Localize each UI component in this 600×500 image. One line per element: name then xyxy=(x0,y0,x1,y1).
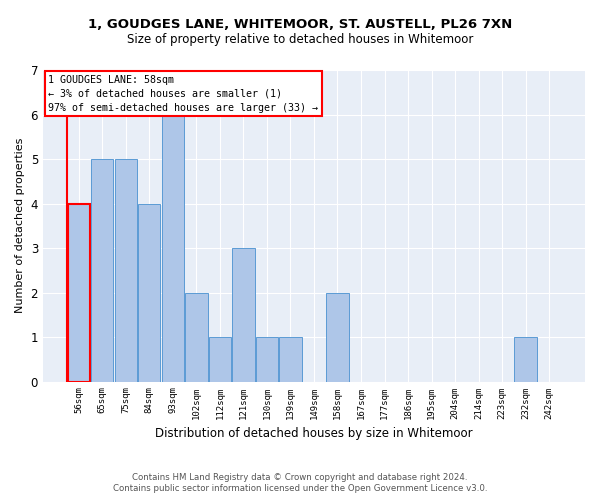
Bar xyxy=(279,337,302,382)
Bar xyxy=(115,159,137,382)
Bar xyxy=(326,292,349,382)
Text: 1 GOUDGES LANE: 58sqm
← 3% of detached houses are smaller (1)
97% of semi-detach: 1 GOUDGES LANE: 58sqm ← 3% of detached h… xyxy=(49,74,319,112)
Bar xyxy=(138,204,160,382)
Bar xyxy=(185,292,208,382)
Text: Contains public sector information licensed under the Open Government Licence v3: Contains public sector information licen… xyxy=(113,484,487,493)
Bar xyxy=(514,337,537,382)
X-axis label: Distribution of detached houses by size in Whitemoor: Distribution of detached houses by size … xyxy=(155,427,473,440)
Bar xyxy=(91,159,113,382)
Text: Contains HM Land Registry data © Crown copyright and database right 2024.: Contains HM Land Registry data © Crown c… xyxy=(132,472,468,482)
Bar xyxy=(161,114,184,382)
Y-axis label: Number of detached properties: Number of detached properties xyxy=(15,138,25,314)
Text: 1, GOUDGES LANE, WHITEMOOR, ST. AUSTELL, PL26 7XN: 1, GOUDGES LANE, WHITEMOOR, ST. AUSTELL,… xyxy=(88,18,512,30)
Text: Size of property relative to detached houses in Whitemoor: Size of property relative to detached ho… xyxy=(127,32,473,46)
Bar xyxy=(209,337,231,382)
Bar xyxy=(68,204,90,382)
Bar xyxy=(232,248,254,382)
Bar xyxy=(256,337,278,382)
